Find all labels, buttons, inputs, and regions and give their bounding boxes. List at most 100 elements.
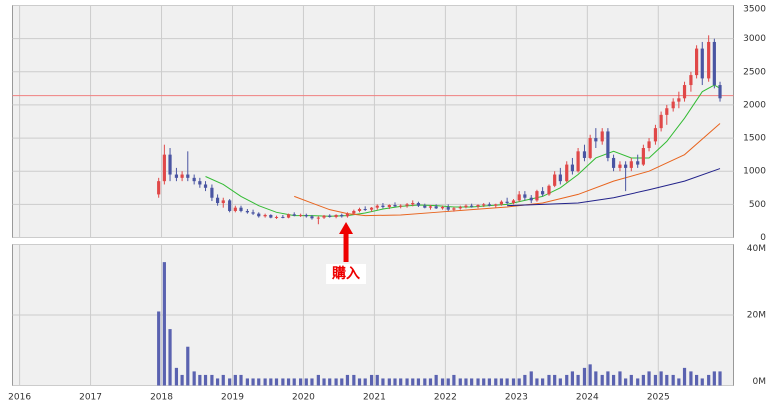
volume-bar	[239, 374, 243, 386]
y-tick-label: 40M	[747, 244, 766, 254]
candle-body	[452, 208, 456, 210]
volume-bar	[428, 378, 433, 386]
candle-body	[624, 164, 628, 168]
candle-body	[677, 98, 681, 102]
volume-bar	[653, 374, 658, 386]
candle-body	[653, 128, 658, 142]
volume-bar	[316, 374, 320, 386]
candle-body	[712, 41, 716, 86]
volume-bar	[292, 378, 296, 386]
arrow-head	[339, 222, 354, 234]
candle-body	[186, 174, 190, 178]
candle-body	[694, 48, 699, 76]
volume-bar	[233, 374, 237, 386]
candle-body	[357, 208, 362, 211]
candle-body	[594, 138, 598, 142]
volume-bar	[375, 374, 379, 386]
candle-body	[629, 161, 633, 168]
volume-bar	[221, 374, 225, 386]
volume-bar	[694, 374, 699, 386]
volume-bar	[322, 378, 326, 386]
volume-bar	[399, 378, 403, 386]
candle-body	[707, 41, 711, 79]
candle-body	[393, 205, 397, 207]
volume-bar	[198, 374, 202, 386]
volume-bar	[505, 378, 509, 386]
volume-bar	[162, 262, 166, 386]
candle-body	[157, 181, 161, 195]
volume-bar	[576, 374, 580, 386]
candle-body	[215, 197, 220, 204]
volume-bar	[357, 378, 362, 386]
candle-body	[245, 210, 249, 213]
volume-bar	[558, 378, 562, 386]
volume-bar	[186, 346, 190, 386]
volume-bar	[340, 378, 344, 386]
candle-body	[233, 207, 237, 211]
y-tick-label: 1000	[743, 167, 766, 177]
volume-bar	[570, 371, 575, 386]
volume-bar	[257, 378, 261, 386]
candle-body	[588, 138, 592, 158]
volume-bar	[611, 374, 616, 386]
y-tick-label: 3000	[743, 34, 766, 44]
candle-body	[192, 177, 196, 182]
candle-body	[582, 151, 587, 158]
volume-bar	[535, 378, 539, 386]
candle-body	[576, 151, 580, 172]
volume-bar	[523, 374, 527, 386]
candle-body	[180, 174, 184, 178]
volume-bar	[547, 374, 551, 386]
candle-body	[511, 200, 516, 204]
candle-body	[659, 114, 663, 129]
volume-bar	[334, 378, 338, 386]
candle-body	[269, 214, 273, 218]
volume-bar	[269, 378, 273, 386]
candle-body	[529, 197, 533, 201]
volume-bar	[659, 371, 663, 386]
volume-bar	[203, 374, 208, 386]
volume-bar	[299, 378, 303, 386]
volume-bar	[671, 374, 675, 386]
volume-bar	[677, 378, 681, 386]
volume-bar	[363, 378, 367, 386]
candle-body	[523, 194, 527, 198]
volume-bar	[517, 378, 521, 386]
candle-body	[405, 204, 409, 206]
volume-bar	[423, 378, 427, 386]
arrow-shaft	[343, 232, 349, 262]
volume-bar	[352, 374, 356, 386]
volume-bar	[682, 367, 687, 386]
volume-bar	[565, 374, 569, 386]
volume-bar	[310, 378, 314, 386]
y-tick-label: 1500	[743, 134, 766, 144]
candle-body	[700, 48, 704, 79]
y-tick-label: 2000	[743, 100, 766, 110]
volume-bar	[452, 374, 456, 386]
volume-bar	[487, 378, 491, 386]
candle-body	[665, 108, 669, 115]
volume-bar	[636, 378, 640, 386]
volume-bar	[387, 378, 391, 386]
volume-bar	[263, 378, 267, 386]
volume-bar	[499, 378, 504, 386]
volume-bar	[718, 371, 722, 386]
candle-body	[345, 213, 350, 217]
volume-bar	[304, 378, 308, 386]
candle-body	[558, 174, 562, 182]
candle-body	[458, 207, 462, 209]
candle-body	[600, 131, 604, 142]
volume-bar	[689, 371, 693, 386]
volume-bar	[588, 364, 592, 386]
volume-bar	[274, 378, 279, 386]
candle-body	[174, 174, 179, 178]
candle-body	[570, 164, 575, 172]
candle-body	[203, 184, 208, 188]
candle-body	[517, 194, 521, 201]
candle-body	[210, 187, 214, 198]
candle-body	[369, 207, 374, 210]
candle-body	[505, 201, 509, 204]
candle-body	[274, 216, 279, 218]
x-tick-label: 2016	[8, 393, 31, 403]
candle-body	[340, 214, 344, 217]
